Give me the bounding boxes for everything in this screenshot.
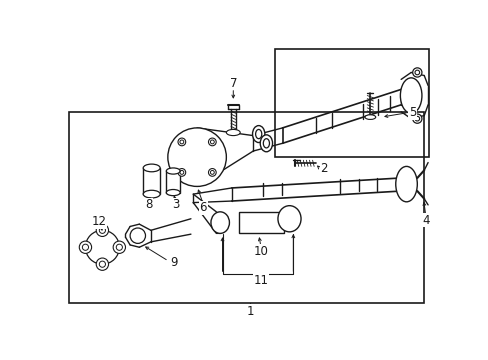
Circle shape — [178, 138, 185, 146]
Text: 10: 10 — [253, 244, 268, 258]
Text: 5: 5 — [408, 106, 416, 119]
Ellipse shape — [166, 189, 180, 195]
Bar — [239, 212, 284, 233]
Circle shape — [208, 168, 216, 176]
Circle shape — [96, 258, 108, 270]
Circle shape — [96, 224, 108, 237]
Text: 1: 1 — [246, 305, 253, 318]
Circle shape — [85, 230, 119, 264]
Circle shape — [208, 138, 216, 146]
Circle shape — [79, 241, 91, 253]
Circle shape — [130, 228, 145, 243]
Text: 12: 12 — [92, 215, 106, 228]
Bar — [166, 171, 180, 193]
Circle shape — [167, 128, 226, 186]
Ellipse shape — [277, 206, 301, 232]
Text: 8: 8 — [144, 198, 152, 211]
Circle shape — [412, 68, 421, 77]
Text: 6: 6 — [199, 202, 206, 215]
Ellipse shape — [400, 78, 421, 113]
Text: 9: 9 — [170, 256, 177, 269]
Ellipse shape — [395, 166, 416, 202]
Circle shape — [178, 168, 185, 176]
Ellipse shape — [252, 126, 264, 143]
Ellipse shape — [226, 130, 240, 136]
Ellipse shape — [260, 135, 272, 152]
Bar — [143, 168, 160, 194]
Text: 7: 7 — [229, 77, 237, 90]
Ellipse shape — [210, 212, 229, 233]
Text: 4: 4 — [421, 214, 428, 227]
Circle shape — [412, 114, 421, 123]
Text: 2: 2 — [320, 162, 327, 175]
Bar — [274, 49, 428, 157]
Circle shape — [113, 241, 125, 253]
Ellipse shape — [143, 164, 160, 172]
Text: 3: 3 — [171, 198, 179, 211]
Ellipse shape — [364, 115, 375, 120]
Ellipse shape — [143, 190, 160, 198]
Text: 11: 11 — [253, 274, 268, 287]
Ellipse shape — [166, 168, 180, 174]
Bar — [68, 112, 424, 303]
